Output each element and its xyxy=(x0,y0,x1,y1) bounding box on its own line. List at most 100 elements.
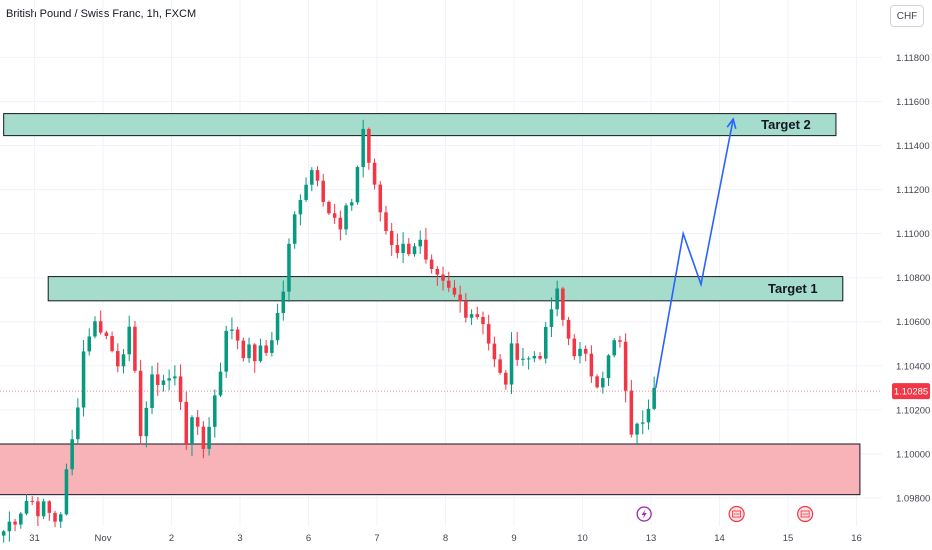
candle xyxy=(138,370,143,437)
candle xyxy=(407,243,411,255)
projection-path xyxy=(655,118,734,388)
y-tick-label: 1.11400 xyxy=(896,141,930,152)
candle xyxy=(475,314,480,318)
candle xyxy=(13,521,17,525)
candle xyxy=(349,202,354,206)
candle xyxy=(178,376,183,402)
candle xyxy=(155,374,160,385)
x-tick-label: 10 xyxy=(577,533,588,544)
candle xyxy=(41,501,46,517)
candle xyxy=(583,348,588,354)
candle xyxy=(640,422,645,424)
candle xyxy=(64,469,69,515)
candle xyxy=(7,521,12,532)
target-2-zone xyxy=(3,113,837,137)
y-tick-label: 1.10400 xyxy=(896,361,930,372)
candle xyxy=(526,358,531,360)
candle xyxy=(361,128,365,168)
candle xyxy=(19,513,23,525)
candle xyxy=(424,239,428,260)
candle xyxy=(76,407,80,440)
candle xyxy=(327,201,331,214)
candle xyxy=(452,287,457,295)
zones xyxy=(0,113,861,496)
last-price-badge xyxy=(892,383,930,400)
candle xyxy=(247,344,251,359)
y-tick-label: 1.10000 xyxy=(896,449,930,460)
candle xyxy=(58,514,63,522)
candle xyxy=(218,371,223,396)
x-tick-label: 13 xyxy=(646,533,657,544)
candle xyxy=(264,345,268,353)
currency-selector-button[interactable]: CHF xyxy=(890,5,924,27)
candle xyxy=(549,309,554,327)
candle xyxy=(81,351,86,408)
candle xyxy=(258,345,263,362)
candle xyxy=(36,501,40,517)
candle xyxy=(150,374,154,408)
zone-labels: Target 2 Target 1 xyxy=(761,117,817,296)
candle xyxy=(469,314,474,318)
target-1-label: Target 1 xyxy=(768,281,818,296)
candle xyxy=(121,354,126,367)
candle xyxy=(435,268,440,275)
target-1-zone xyxy=(47,276,844,302)
candle xyxy=(116,351,120,367)
arrow-head-icon xyxy=(726,117,737,129)
candle xyxy=(184,401,189,445)
candle xyxy=(629,390,634,435)
x-tick-label: 3 xyxy=(237,533,242,544)
y-tick-label: 1.10800 xyxy=(896,273,930,284)
candle xyxy=(110,336,114,352)
candle xyxy=(53,512,57,522)
candle xyxy=(252,344,257,362)
candle xyxy=(538,355,542,359)
candle xyxy=(315,170,320,181)
y-tick-label: 1.11000 xyxy=(896,229,930,240)
x-tick-label: 7 xyxy=(374,533,379,544)
candle xyxy=(389,230,394,246)
candle xyxy=(555,288,559,310)
candle xyxy=(384,212,388,231)
target-2-label: Target 2 xyxy=(761,117,811,132)
candle xyxy=(30,500,34,502)
candle xyxy=(623,341,628,391)
candle xyxy=(498,359,502,373)
candle xyxy=(224,330,228,372)
candle xyxy=(298,199,303,215)
candle xyxy=(241,340,246,359)
candle xyxy=(47,501,52,513)
candle xyxy=(93,321,97,337)
economic-event-icon xyxy=(728,505,745,523)
candle xyxy=(412,246,417,255)
x-tick-label: 15 xyxy=(783,533,794,544)
candle xyxy=(98,321,103,333)
candle xyxy=(429,259,434,269)
y-tick-label: 1.11800 xyxy=(896,53,930,64)
candle xyxy=(504,372,508,385)
candle xyxy=(344,205,348,230)
candle xyxy=(332,213,337,218)
candle xyxy=(144,407,149,437)
candle xyxy=(521,358,525,360)
candle xyxy=(270,340,274,353)
candle xyxy=(458,294,462,301)
candle xyxy=(572,338,577,357)
candle xyxy=(635,423,639,435)
x-tick-label: 14 xyxy=(714,533,725,544)
candle xyxy=(532,355,537,359)
candle xyxy=(646,408,651,423)
candle xyxy=(612,340,616,356)
candle xyxy=(601,378,605,388)
candle xyxy=(287,243,291,292)
candle xyxy=(87,336,92,352)
last-price-label: 1.10285 xyxy=(894,387,928,398)
candle xyxy=(652,387,656,409)
lightning-icon xyxy=(636,506,652,522)
x-tick-label: 16 xyxy=(851,533,862,544)
candle xyxy=(395,245,400,254)
projection xyxy=(655,117,737,388)
candle xyxy=(304,184,308,200)
candle xyxy=(321,180,325,202)
